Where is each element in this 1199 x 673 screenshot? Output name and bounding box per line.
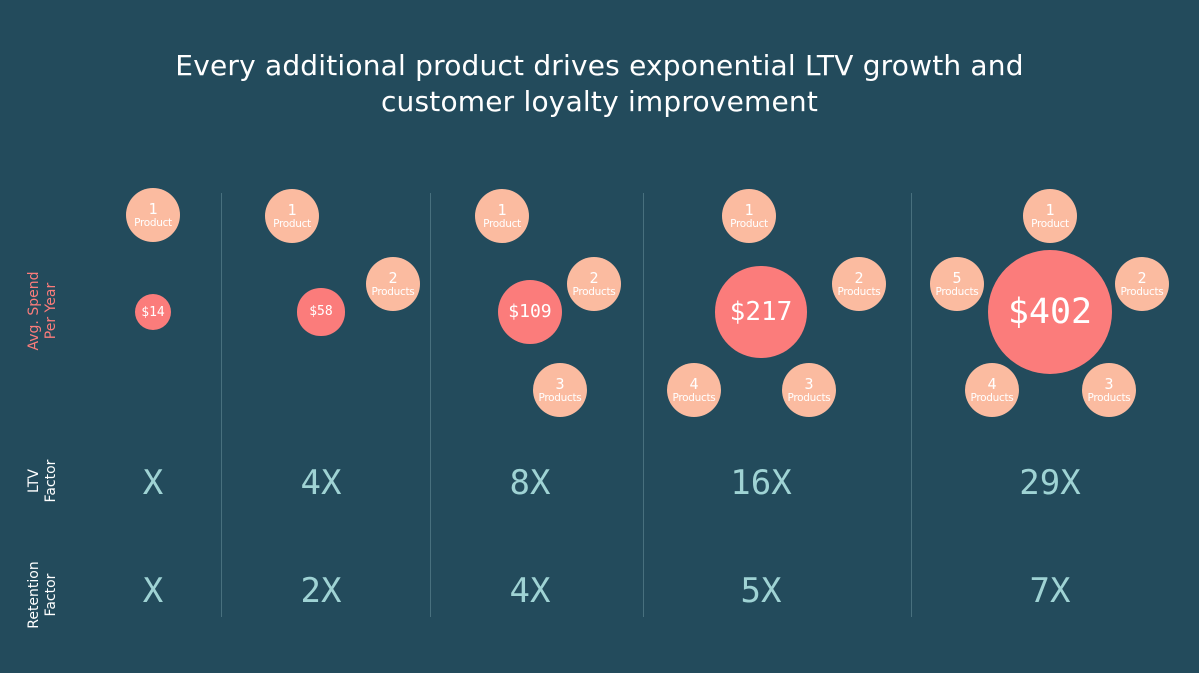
product-count: 3 <box>1104 374 1114 393</box>
retention-factor-value: 5X <box>740 571 782 611</box>
product-label: Products <box>572 285 616 298</box>
product-bubble: 1 Product <box>475 189 529 243</box>
avg-spend-value: $402 <box>1007 291 1093 332</box>
product-label: Products <box>970 391 1014 404</box>
retention-factor-value: 7X <box>1029 571 1071 611</box>
ltv-factor-value: X <box>142 463 164 503</box>
avg-spend-value: $217 <box>729 296 793 327</box>
product-bubble: 2 Products <box>832 257 886 311</box>
product-label: Product <box>483 217 521 230</box>
product-count: 2 <box>1137 268 1147 287</box>
product-bubble: 3 Products <box>1082 363 1136 417</box>
ltv-factor-value: 16X <box>730 463 792 503</box>
retention-factor-value: X <box>142 571 164 611</box>
avg-spend-value: $58 <box>309 304 333 320</box>
title-line-2: customer loyalty improvement <box>380 85 819 118</box>
product-count: 3 <box>555 374 565 393</box>
product-count: 3 <box>804 374 814 393</box>
product-bubble: 1 Product <box>722 189 776 243</box>
product-count: 2 <box>854 268 864 287</box>
product-bubble: 5 Products <box>930 257 984 311</box>
product-bubble: 4 Products <box>965 363 1019 417</box>
product-label: Products <box>1087 391 1131 404</box>
page-title: Every additional product drives exponent… <box>0 48 1199 120</box>
title-line-1: Every additional product drives exponent… <box>175 49 1024 82</box>
product-count: 5 <box>952 268 962 287</box>
product-bubble: 3 Products <box>782 363 836 417</box>
product-bubble: 1 Product <box>265 189 319 243</box>
product-bubble: 2 Products <box>366 257 420 311</box>
column-divider <box>643 193 644 617</box>
avg-spend-bubble: $14 <box>135 294 171 330</box>
product-label: Product <box>273 217 311 230</box>
ltv-factor-value: 29X <box>1019 463 1081 503</box>
product-count: 1 <box>287 200 297 219</box>
product-count: 1 <box>497 200 507 219</box>
product-label: Products <box>837 285 881 298</box>
product-bubble: 1 Product <box>1023 189 1077 243</box>
avg-spend-value: $109 <box>508 300 552 322</box>
avg-spend-bubble: $402 <box>988 250 1112 374</box>
column-divider <box>911 193 912 617</box>
product-label: Product <box>1031 217 1069 230</box>
ltv-factor-value: 8X <box>509 463 551 503</box>
product-count: 1 <box>148 199 158 218</box>
product-label: Products <box>787 391 831 404</box>
product-count: 1 <box>744 200 754 219</box>
retention-factor-value: 2X <box>300 571 342 611</box>
avg-spend-bubble: $58 <box>297 288 345 336</box>
product-count: 4 <box>987 374 997 393</box>
product-count: 2 <box>388 268 398 287</box>
product-count: 2 <box>589 268 599 287</box>
product-label: Product <box>730 217 768 230</box>
product-bubble: 4 Products <box>667 363 721 417</box>
product-bubble: 3 Products <box>533 363 587 417</box>
product-label: Products <box>1120 285 1164 298</box>
product-label: Product <box>134 216 172 229</box>
retention-factor-value: 4X <box>509 571 551 611</box>
product-bubble: 2 Products <box>567 257 621 311</box>
column-divider <box>221 193 222 617</box>
product-label: Products <box>672 391 716 404</box>
column-divider <box>430 193 431 617</box>
product-count: 1 <box>1045 200 1055 219</box>
product-label: Products <box>538 391 582 404</box>
product-count: 4 <box>689 374 699 393</box>
avg-spend-value: $14 <box>141 304 165 320</box>
avg-spend-bubble: $109 <box>497 279 563 345</box>
product-label: Products <box>935 285 979 298</box>
ltv-factor-value: 4X <box>300 463 342 503</box>
product-label: Products <box>371 285 415 298</box>
product-bubble: 1 Product <box>126 188 180 242</box>
avg-spend-bubble: $217 <box>715 266 807 358</box>
product-bubble: 2 Products <box>1115 257 1169 311</box>
